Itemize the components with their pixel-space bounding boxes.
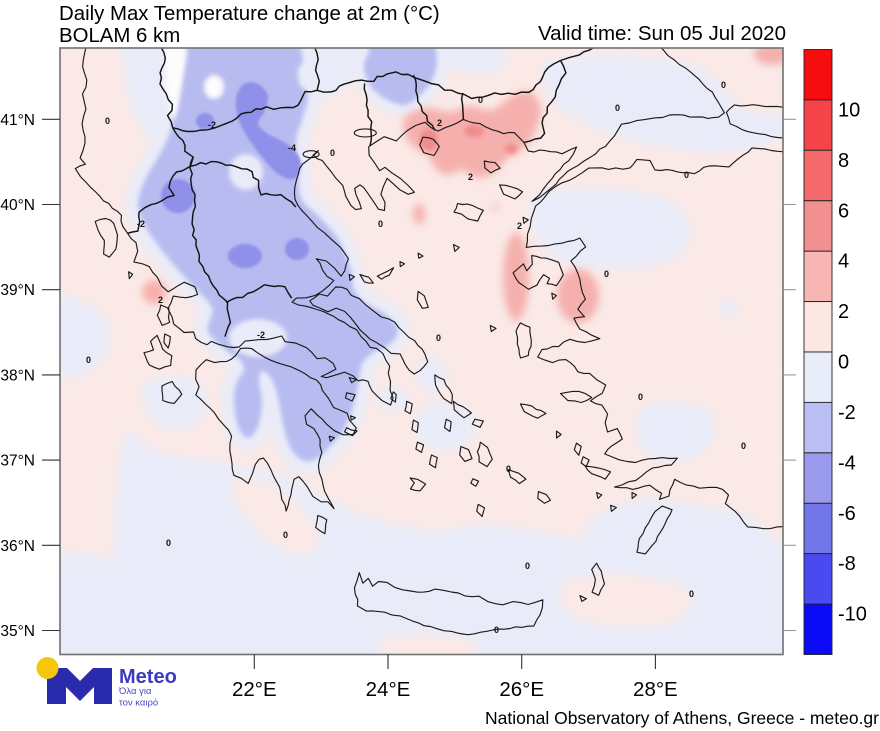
svg-text:-4: -4 xyxy=(838,452,856,474)
svg-text:8: 8 xyxy=(838,150,849,172)
svg-text:0: 0 xyxy=(838,352,849,374)
svg-text:26°E: 26°E xyxy=(499,678,544,701)
svg-text:τον καιρό: τον καιρό xyxy=(119,698,158,709)
svg-text:6: 6 xyxy=(838,200,849,222)
svg-text:0: 0 xyxy=(378,219,383,229)
svg-text:0: 0 xyxy=(494,625,499,635)
svg-text:0: 0 xyxy=(436,333,441,343)
svg-text:0: 0 xyxy=(525,561,530,571)
svg-text:-2: -2 xyxy=(257,330,265,340)
svg-text:-2: -2 xyxy=(838,402,856,424)
svg-text:10: 10 xyxy=(838,99,860,121)
svg-text:0: 0 xyxy=(741,441,746,451)
svg-text:39°N: 39°N xyxy=(0,282,35,299)
svg-text:24°E: 24°E xyxy=(366,678,411,701)
svg-text:-10: -10 xyxy=(838,604,867,626)
svg-text:0: 0 xyxy=(506,464,511,474)
svg-text:0: 0 xyxy=(604,269,609,279)
svg-text:0: 0 xyxy=(684,170,689,180)
svg-text:22°E: 22°E xyxy=(232,678,277,701)
svg-text:0: 0 xyxy=(615,103,620,113)
svg-text:0: 0 xyxy=(166,538,171,548)
svg-text:-2: -2 xyxy=(137,219,145,229)
svg-text:0: 0 xyxy=(721,80,726,90)
svg-text:-8: -8 xyxy=(838,553,856,575)
svg-text:Daily Max Temperature change a: Daily Max Temperature change at 2m (°C) xyxy=(59,3,440,25)
svg-text:2: 2 xyxy=(468,172,473,182)
svg-text:40°N: 40°N xyxy=(0,197,35,214)
svg-text:0: 0 xyxy=(330,148,335,158)
svg-text:National Observatory of Athens: National Observatory of Athens, Greece -… xyxy=(485,708,879,728)
svg-text:38°N: 38°N xyxy=(0,367,35,384)
svg-text:35°N: 35°N xyxy=(0,623,35,640)
svg-text:41°N: 41°N xyxy=(0,112,35,129)
svg-text:0: 0 xyxy=(86,355,91,365)
svg-text:Όλα για: Όλα για xyxy=(118,686,152,697)
svg-text:-4: -4 xyxy=(288,143,296,153)
svg-text:2: 2 xyxy=(158,295,163,305)
svg-text:0: 0 xyxy=(478,95,483,105)
svg-text:Valid time: Sun 05 Jul 2020: Valid time: Sun 05 Jul 2020 xyxy=(538,22,786,45)
svg-text:-2: -2 xyxy=(208,120,216,130)
svg-text:2: 2 xyxy=(838,301,849,323)
svg-text:Meteo: Meteo xyxy=(119,666,177,688)
svg-text:0: 0 xyxy=(105,116,110,126)
svg-text:-6: -6 xyxy=(838,503,856,525)
svg-text:BOLAM 6 km: BOLAM 6 km xyxy=(59,25,180,47)
svg-text:0: 0 xyxy=(638,392,643,402)
svg-text:37°N: 37°N xyxy=(0,453,35,470)
svg-text:0: 0 xyxy=(689,589,694,599)
svg-text:2: 2 xyxy=(517,221,522,231)
svg-text:2: 2 xyxy=(437,118,442,128)
svg-text:36°N: 36°N xyxy=(0,538,35,555)
svg-text:4: 4 xyxy=(838,251,849,273)
svg-text:0: 0 xyxy=(283,530,288,540)
svg-text:28°E: 28°E xyxy=(633,678,678,701)
